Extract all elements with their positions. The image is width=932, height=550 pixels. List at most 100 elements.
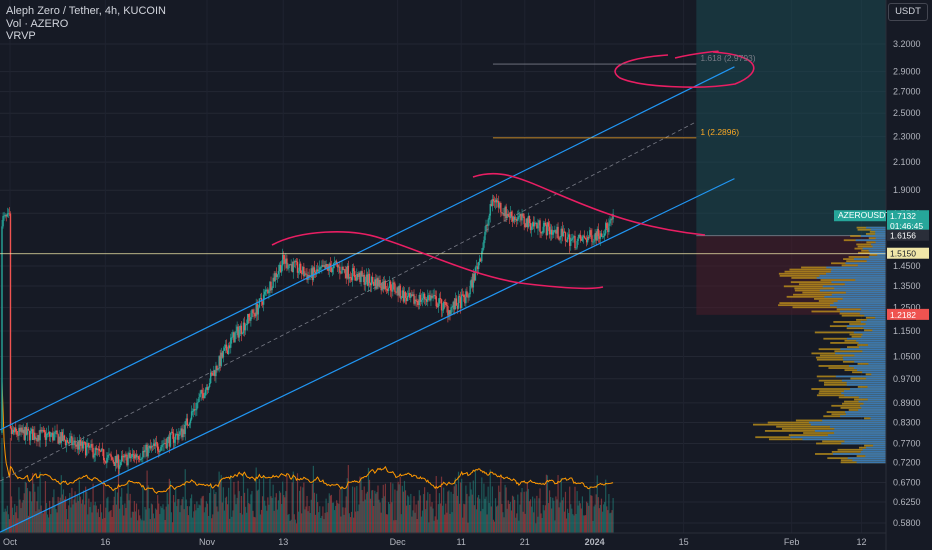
candle-body: [396, 287, 398, 293]
candle-body: [188, 423, 191, 426]
candle-body: [452, 301, 454, 308]
vp-row-down: [802, 291, 886, 294]
volume-bar: [98, 517, 101, 533]
candle-body: [386, 289, 389, 292]
candle-body: [193, 409, 195, 412]
candle-body: [339, 266, 341, 273]
candle-body: [434, 295, 436, 297]
candle-body: [539, 220, 541, 232]
candle-body: [424, 299, 427, 301]
volume-bar: [576, 491, 578, 533]
candle-body: [225, 344, 228, 351]
volume-bar: [520, 492, 522, 533]
volume-bar: [192, 517, 194, 533]
currency-button[interactable]: USDT: [888, 3, 928, 21]
candle-body: [235, 331, 237, 333]
candle-body: [156, 443, 159, 451]
volume-bar: [332, 502, 335, 533]
candle-body: [592, 241, 594, 243]
candle-body: [64, 440, 67, 446]
candle-body: [104, 460, 106, 462]
vrvp-indicator-label[interactable]: VRVP: [6, 30, 36, 42]
time-axis[interactable]: Oct 16 Nov 13 Dec 11 21 2024 15 Feb 12: [0, 532, 886, 547]
candle-body: [51, 432, 53, 436]
channel-mid-line: [0, 122, 695, 482]
vp-row-up: [826, 266, 886, 269]
volume-bar: [277, 500, 280, 533]
candle-body: [144, 449, 146, 453]
vp-row-up: [875, 237, 886, 240]
candle-body: [590, 230, 592, 236]
candle-body: [140, 458, 142, 460]
vp-row-up: [873, 444, 886, 447]
candle-body: [527, 215, 530, 228]
volume-bar: [96, 512, 98, 533]
volume-bar: [9, 438, 12, 533]
volume-bar: [508, 504, 510, 533]
candle-body: [421, 298, 424, 300]
volume-bar: [402, 491, 405, 533]
candle-body: [514, 219, 517, 220]
candle-body: [88, 442, 90, 448]
volume-bar: [398, 484, 400, 533]
volume-indicator-label[interactable]: Vol · AZERO: [6, 17, 69, 30]
vp-row-up: [862, 448, 886, 451]
candle-body: [171, 431, 174, 434]
vp-row-up: [868, 344, 886, 346]
candle-body: [429, 295, 431, 301]
vp-row-up: [846, 383, 886, 386]
price-tick-label: 0.9700: [893, 374, 921, 384]
candle-body: [261, 301, 264, 305]
volume-bar: [476, 497, 479, 533]
candle-body: [6, 213, 8, 217]
candle-body: [594, 233, 596, 239]
volume-bar: [302, 487, 304, 533]
candle-body: [531, 222, 534, 227]
candle-body: [20, 427, 22, 432]
candle-body: [351, 268, 354, 281]
candle-body: [373, 281, 375, 286]
candle-body: [394, 283, 396, 292]
candle-body: [552, 232, 554, 235]
candle-body: [231, 337, 233, 338]
vp-row-up: [839, 310, 886, 313]
marker-curve-lower: [271, 231, 604, 290]
price-axis[interactable]: 3.2000 2.9000 2.7000 2.5000 2.3000 2.1000 1.90…: [885, 0, 921, 550]
candle-body: [248, 313, 250, 318]
volume-bar: [509, 501, 511, 533]
volume-bar: [502, 512, 504, 533]
volume-bar: [535, 523, 537, 533]
candle-body: [178, 434, 180, 440]
channel-lower-line: [0, 178, 735, 533]
candle-body: [153, 443, 156, 447]
vp-row-up: [856, 461, 886, 464]
volume-bar: [113, 496, 115, 533]
vp-row-down: [820, 279, 886, 281]
candle-body: [99, 450, 102, 452]
candle-body: [510, 211, 513, 217]
candle-body: [388, 281, 391, 288]
volume-bar: [456, 495, 459, 533]
volume-bar: [14, 504, 16, 533]
vp-row-up: [857, 264, 886, 267]
volume-bar: [413, 496, 415, 533]
volume-bar: [592, 520, 594, 533]
volume-bar: [355, 511, 357, 533]
candle-body: [519, 213, 521, 217]
volume-bar: [374, 490, 376, 533]
candle-body: [522, 213, 524, 217]
drawings: [0, 50, 886, 533]
vp-row-up: [858, 396, 886, 399]
volume-bar: [423, 487, 426, 533]
volume-bar: [434, 516, 436, 533]
vp-row-up: [853, 331, 886, 334]
volume-bar: [145, 509, 147, 533]
symbol-title[interactable]: Aleph Zero / Tether, 4h, KUCOIN: [6, 5, 166, 17]
candle-body: [432, 296, 434, 298]
candle-body: [75, 445, 77, 447]
vp-row-up: [862, 333, 886, 336]
volume-bar: [175, 487, 177, 533]
volume-bar: [162, 504, 164, 533]
candle-body: [474, 267, 477, 281]
